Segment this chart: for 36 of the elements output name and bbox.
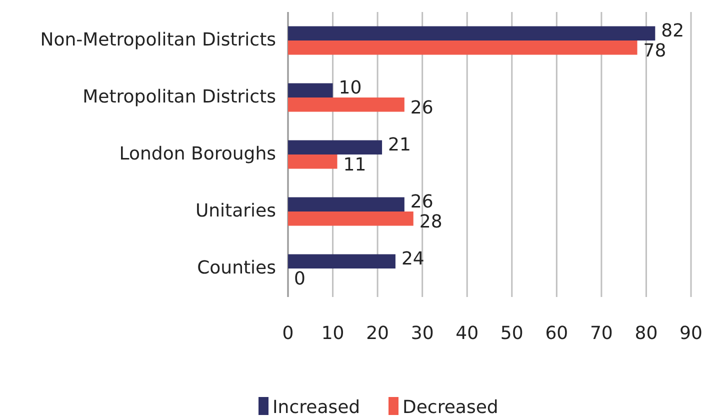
- bar: [288, 154, 338, 169]
- bar: [288, 140, 382, 154]
- data-label: 78: [643, 40, 666, 62]
- data-label: 10: [338, 77, 362, 98]
- y-tick-label: Non-Metropolitan Districts: [40, 29, 276, 50]
- legend-label: Increased: [272, 396, 360, 417]
- y-tick-label: Metropolitan Districts: [82, 86, 276, 108]
- bar: [288, 212, 414, 226]
- data-label: 82: [661, 20, 684, 42]
- data-label: 28: [419, 212, 442, 233]
- x-tick-label: 10: [321, 323, 344, 344]
- x-tick-label: 70: [590, 323, 613, 344]
- x-tick-label: 30: [410, 323, 434, 344]
- x-tick-label: 60: [545, 323, 568, 344]
- bar: [288, 197, 404, 212]
- bar: [288, 83, 333, 98]
- x-tick-label: 90: [680, 323, 702, 344]
- data-label: 0: [294, 268, 306, 290]
- data-label: 26: [410, 191, 434, 212]
- bar: [288, 40, 638, 55]
- y-tick-label: Unitaries: [195, 200, 276, 222]
- data-label: 24: [401, 248, 424, 270]
- bar: [288, 26, 656, 40]
- x-tick-label: 50: [500, 323, 524, 344]
- data-label: 26: [410, 98, 434, 119]
- y-tick-label: London Boroughs: [119, 143, 276, 164]
- bar: [288, 254, 396, 268]
- bar: [288, 98, 404, 112]
- y-tick-label: Counties: [197, 257, 276, 278]
- x-tick-label: 20: [366, 323, 390, 344]
- data-label: 21: [388, 134, 411, 156]
- x-tick-label: 0: [282, 323, 294, 344]
- legend-label: Decreased: [402, 396, 498, 417]
- x-tick-label: 80: [634, 323, 658, 344]
- x-tick-label: 40: [456, 323, 479, 344]
- data-label: 11: [343, 154, 366, 176]
